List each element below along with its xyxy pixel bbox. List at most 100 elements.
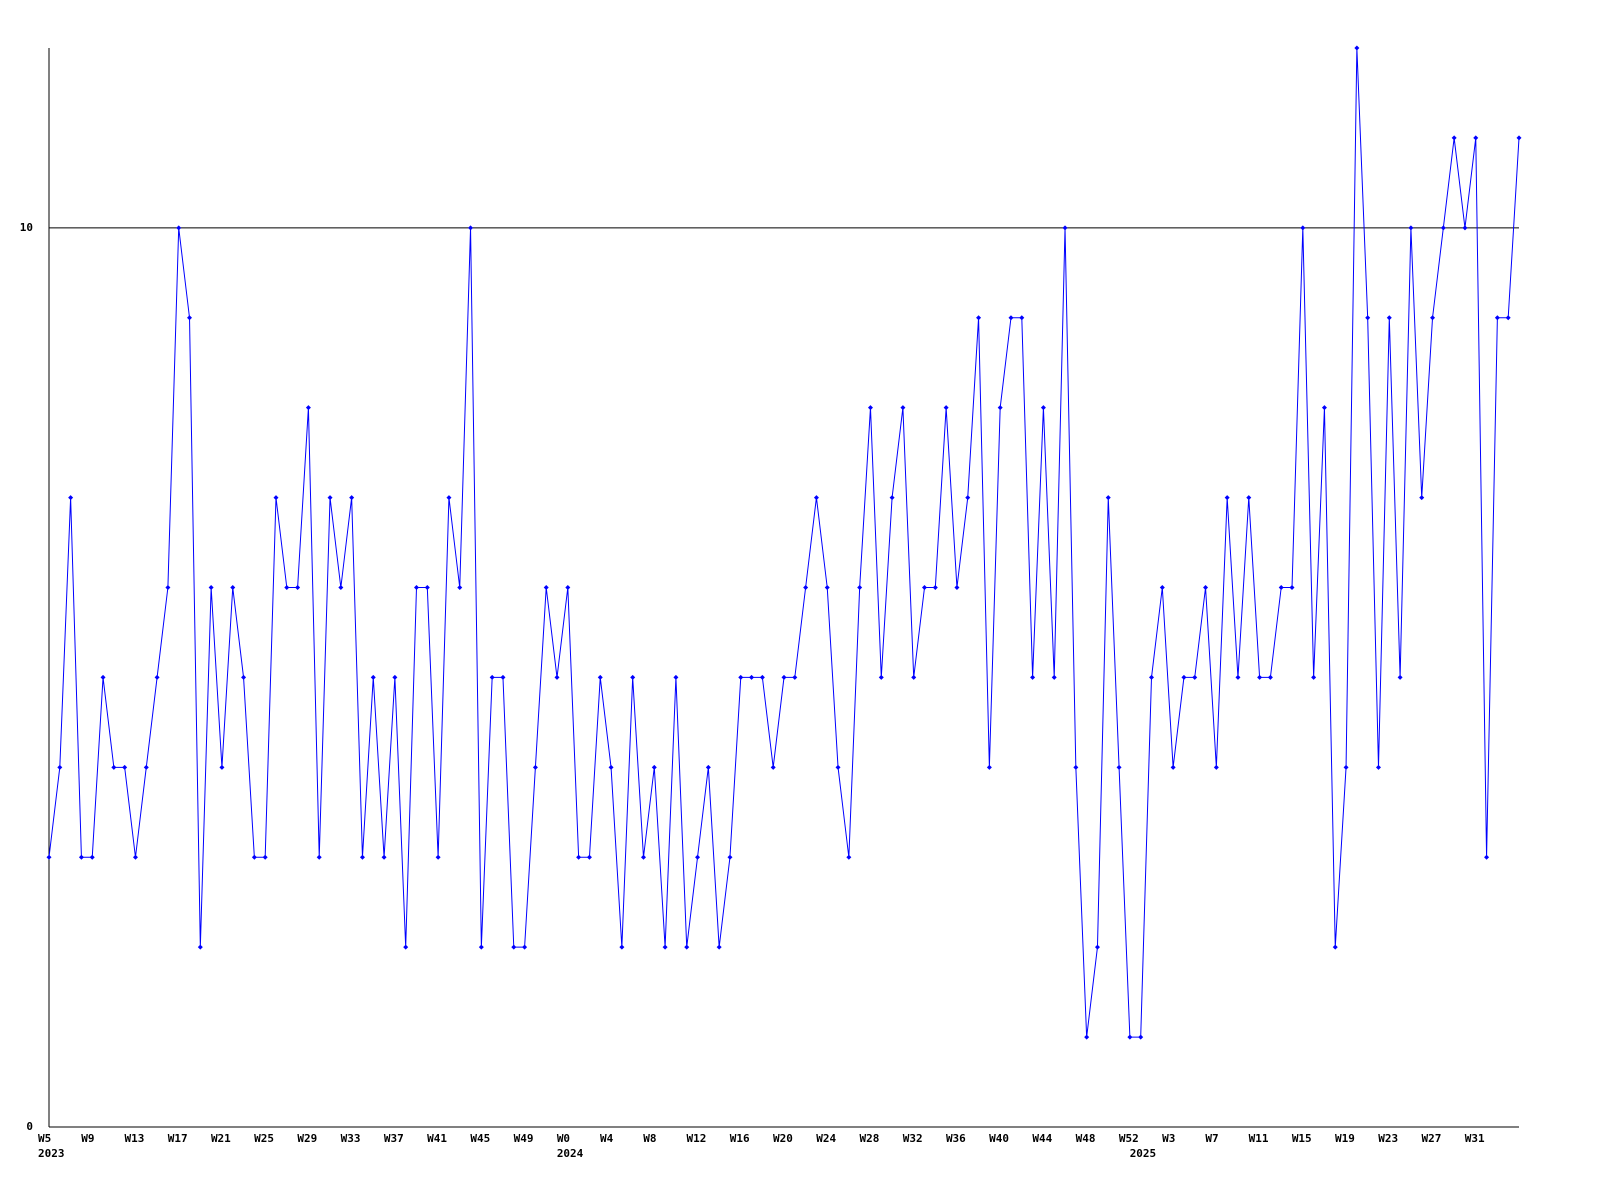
marker [1084,1034,1090,1040]
x-tick-label: W13 [124,1132,144,1145]
x-tick-label: W37 [384,1132,404,1145]
marker [1375,764,1381,770]
marker [738,674,744,680]
marker [1473,135,1479,141]
marker [1430,315,1436,321]
x-tick-label: W48 [1076,1132,1096,1145]
marker [381,854,387,860]
marker [878,674,884,680]
marker [57,764,63,770]
marker [316,854,322,860]
marker [857,585,863,590]
marker [295,585,301,590]
marker [414,585,419,590]
marker [251,854,257,860]
marker [824,585,830,590]
year-label: 2023 [38,1147,65,1160]
marker [911,674,917,680]
x-tick-label: W17 [168,1132,188,1145]
marker [219,764,225,770]
marker [111,764,117,770]
marker [813,495,819,501]
marker [1419,495,1425,501]
marker [89,854,95,860]
marker [1494,315,1500,321]
marker [1484,854,1490,860]
x-tick-label: W4 [600,1132,614,1145]
marker [1267,674,1273,680]
x-tick-label: W8 [643,1132,656,1145]
marker [673,674,679,680]
marker [1127,1034,1133,1040]
marker [835,764,841,770]
marker [273,495,279,501]
marker [932,585,938,590]
marker [100,674,106,680]
marker [1408,225,1414,231]
x-tick-label: W36 [946,1132,966,1145]
marker [446,495,452,501]
marker [695,854,701,860]
marker [1505,315,1511,321]
x-tick-label: W32 [903,1132,923,1145]
marker [943,405,949,411]
marker [1192,674,1198,680]
marker [867,405,873,411]
marker [976,315,982,321]
marker [1462,225,1468,231]
marker [1365,315,1371,321]
year-label: 2024 [557,1147,584,1160]
marker [1235,674,1241,680]
marker [403,944,409,950]
marker [781,674,787,680]
marker [457,585,463,590]
marker [1138,1034,1144,1040]
x-tick-label: W28 [859,1132,879,1145]
x-tick-label: W0 [557,1132,570,1145]
marker [122,764,128,770]
marker [749,674,755,680]
marker [176,225,182,231]
marker [187,315,193,321]
marker [565,585,571,590]
marker [1397,674,1403,680]
marker [727,854,733,860]
x-tick-label: W27 [1422,1132,1442,1145]
marker [1343,764,1349,770]
x-tick-label: W31 [1465,1132,1485,1145]
x-tick-label: W49 [514,1132,534,1145]
x-tick-label: W41 [427,1132,447,1145]
marker [327,495,333,501]
marker [532,764,538,770]
marker [1354,45,1360,51]
marker [1040,405,1046,411]
marker [630,674,636,680]
x-tick-label: W19 [1335,1132,1355,1145]
x-tick-label: W12 [687,1132,707,1145]
marker [522,944,528,950]
marker [500,674,506,680]
marker [1289,585,1295,590]
marker [1019,315,1025,321]
marker [359,854,365,860]
marker [197,944,203,950]
x-tick-label: W21 [211,1132,231,1145]
marker [1062,225,1068,231]
marker [986,764,992,770]
marker [954,585,960,590]
marker [46,854,52,860]
marker [1332,944,1338,950]
x-tick-label: W16 [730,1132,750,1145]
marker [1030,674,1036,680]
marker [662,944,668,950]
marker [435,854,441,860]
marker [619,944,625,950]
marker [1224,495,1230,501]
marker [705,764,711,770]
marker [792,674,798,680]
x-tick-label: W11 [1249,1132,1269,1145]
y-tick-label: 0 [26,1120,33,1133]
marker [1149,674,1154,680]
